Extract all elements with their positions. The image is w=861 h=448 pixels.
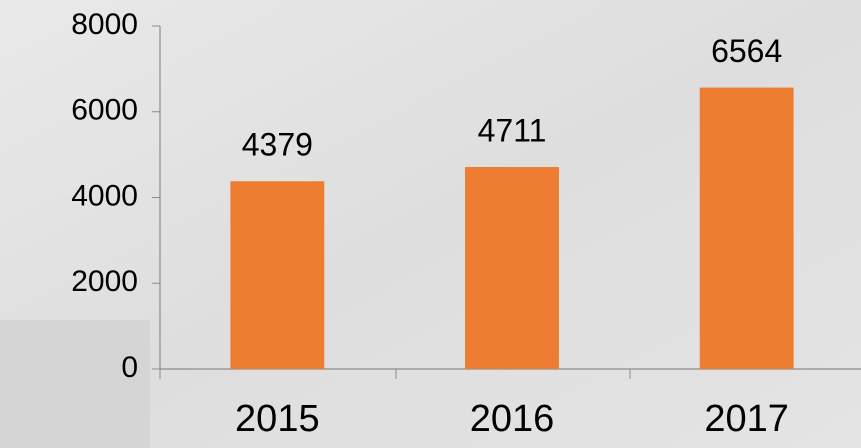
y-tick-label: 2000: [71, 265, 138, 298]
data-label: 6564: [711, 33, 782, 69]
bar: [699, 87, 794, 370]
x-tick-label: 2017: [704, 398, 789, 440]
y-tick-label: 8000: [71, 8, 138, 41]
data-label: 4379: [242, 127, 313, 163]
y-tick-label: 0: [121, 351, 138, 384]
x-tick-label: 2016: [470, 398, 555, 440]
y-tick-label: 4000: [71, 179, 138, 212]
bar: [465, 167, 559, 369]
background-building: [0, 320, 150, 448]
data-label: 4711: [478, 112, 547, 148]
bar: [230, 181, 325, 369]
y-tick-label: 6000: [71, 94, 138, 127]
x-tick-label: 2015: [235, 398, 320, 440]
